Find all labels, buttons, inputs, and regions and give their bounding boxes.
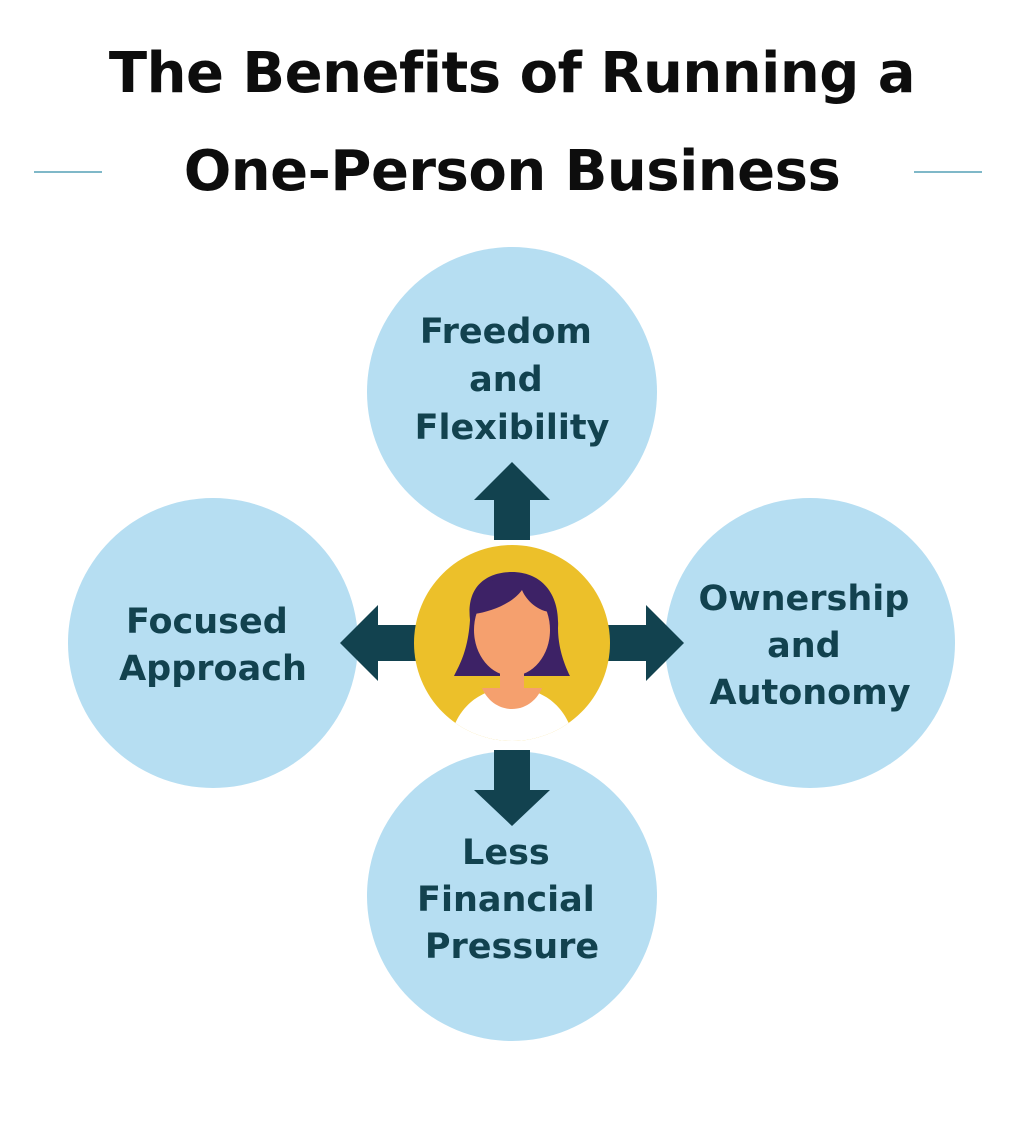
bubble-text-freedom: Freedom and Flexibility — [415, 312, 610, 448]
title-rule-right — [914, 171, 982, 173]
financial-line-1: Less — [462, 833, 550, 873]
financial-line-2: Financial — [417, 880, 595, 920]
bubble-text-ownership: Ownership and Autonomy — [699, 579, 922, 713]
freedom-line-3: Flexibility — [415, 408, 610, 448]
arrow-up-icon — [474, 462, 550, 540]
ownership-line-3: Autonomy — [709, 673, 910, 713]
title-rule-left — [34, 171, 102, 173]
ownership-line-1: Ownership — [699, 579, 910, 619]
focused-line-2: Approach — [119, 649, 307, 689]
financial-line-3: Pressure — [425, 927, 599, 967]
bubble-financial — [367, 751, 657, 1041]
bubble-text-financial: Less Financial Pressure — [417, 833, 607, 967]
arrow-down-icon — [474, 750, 550, 826]
ownership-line-2: and — [767, 626, 841, 666]
page-title-line-1: The Benefits of Running a — [108, 41, 916, 106]
arrow-right-icon — [606, 605, 684, 681]
freedom-line-2: and — [469, 360, 543, 400]
bubble-text-focused: Focused Approach — [119, 602, 307, 689]
freedom-line-1: Freedom — [420, 312, 592, 352]
bubble-focused — [68, 498, 358, 788]
bubble-ownership — [665, 498, 955, 788]
person-avatar-icon — [414, 545, 610, 741]
focused-line-1: Focused — [126, 602, 288, 642]
arrow-left-icon — [340, 605, 418, 681]
bubble-freedom — [367, 247, 657, 537]
page-title-line-2: One-Person Business — [183, 139, 841, 204]
